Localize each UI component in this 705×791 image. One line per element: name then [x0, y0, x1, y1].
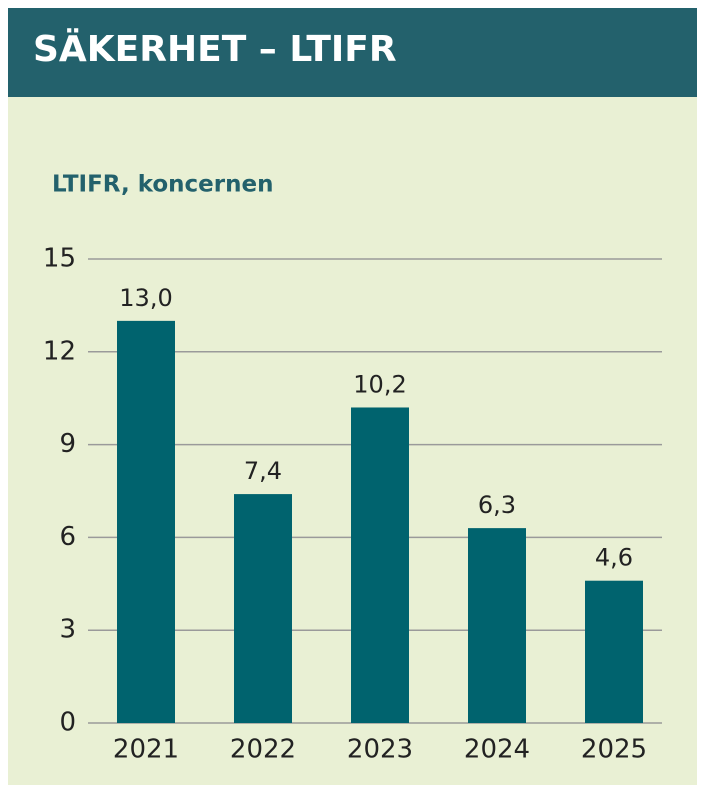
header	[8, 8, 697, 97]
value-label: 7,4	[244, 457, 282, 485]
x-tick-label: 2023	[347, 735, 413, 765]
bar	[585, 580, 643, 723]
value-label: 10,2	[353, 370, 406, 398]
bar	[234, 494, 292, 723]
x-tick-label: 2022	[230, 735, 296, 765]
value-label: 13,0	[119, 284, 172, 312]
chart-title: SÄKERHET – LTIFR	[33, 28, 397, 70]
x-tick-label: 2025	[581, 735, 647, 765]
bar	[351, 407, 409, 723]
y-tick-label: 0	[59, 708, 76, 738]
chart-subtitle: LTIFR, koncernen	[52, 172, 273, 198]
value-label: 6,3	[478, 491, 516, 519]
bar	[117, 320, 175, 723]
y-tick-label: 3	[59, 615, 76, 645]
y-tick-label: 9	[59, 429, 76, 459]
y-tick-label: 15	[43, 244, 76, 274]
y-tick-label: 12	[43, 336, 76, 366]
bar	[468, 528, 526, 723]
y-tick-label: 6	[59, 522, 76, 552]
x-tick-label: 2021	[113, 735, 179, 765]
value-label: 4,6	[595, 544, 633, 572]
x-tick-label: 2024	[464, 735, 530, 765]
